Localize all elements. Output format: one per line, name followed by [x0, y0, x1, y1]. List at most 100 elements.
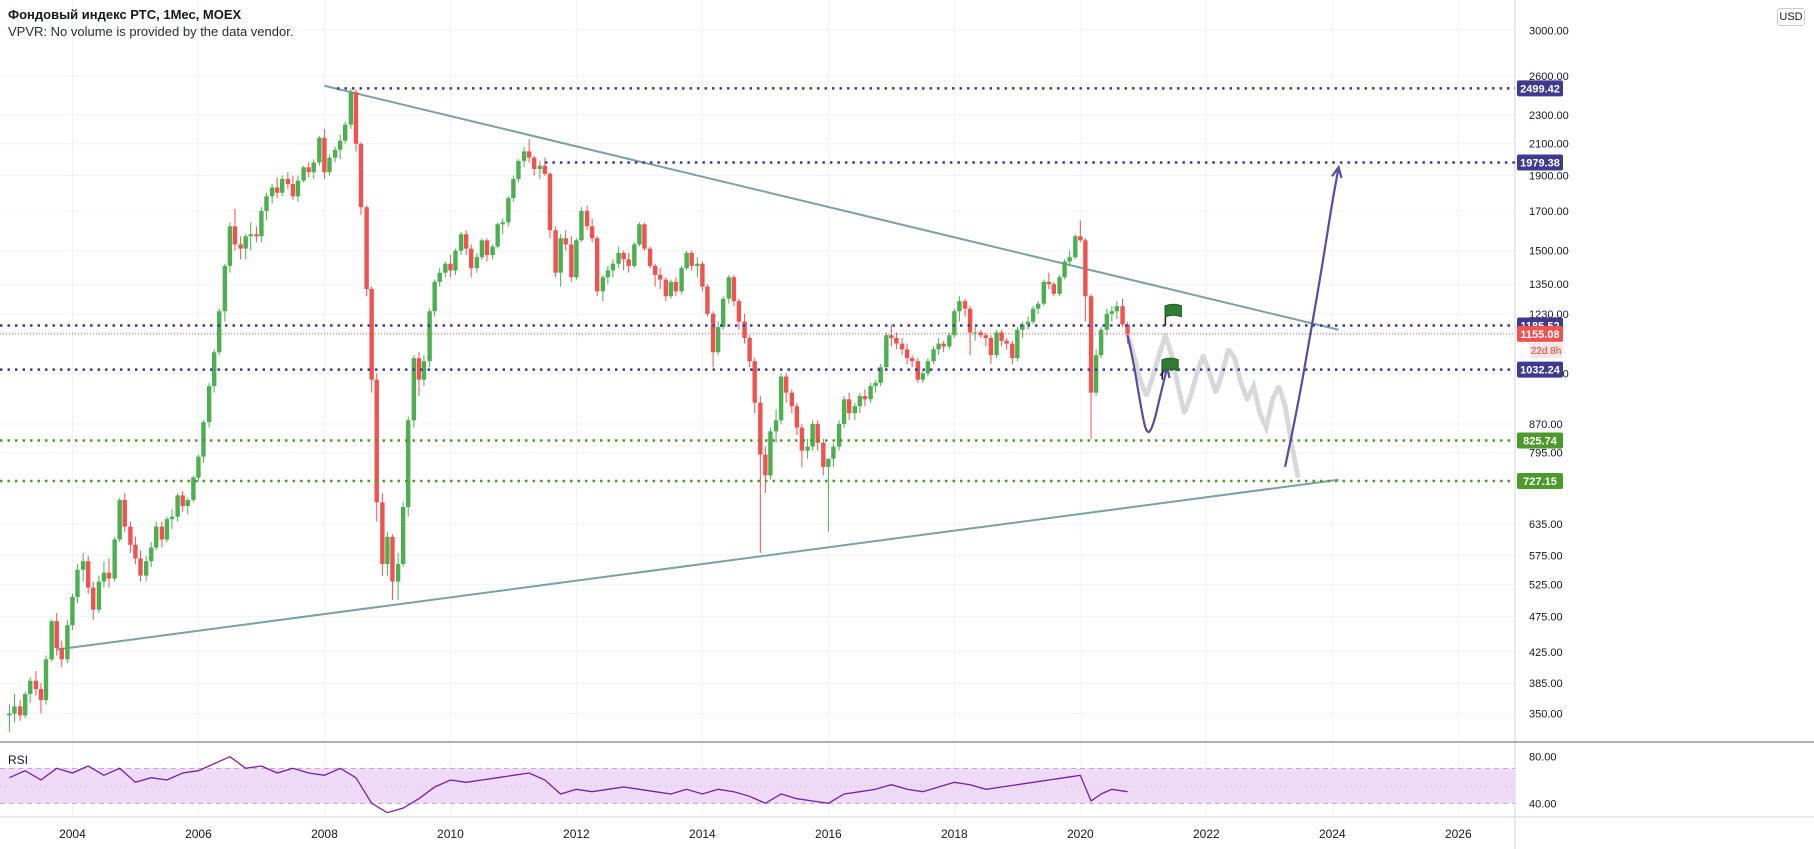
candle-body — [175, 495, 180, 517]
candle-body — [117, 499, 122, 540]
price-level-label: 727.15 — [1523, 476, 1557, 488]
candle-body — [75, 569, 80, 597]
candle-body — [290, 184, 296, 197]
candle-body — [390, 536, 395, 582]
candle-body — [490, 246, 495, 255]
candle-body — [500, 222, 505, 225]
candle-body — [841, 399, 847, 424]
y-tick-label: 795.00 — [1529, 448, 1563, 460]
rsi-band — [0, 768, 1515, 804]
candle-body — [878, 367, 883, 383]
y-tick-label: 350.00 — [1529, 709, 1563, 721]
candle-body — [542, 165, 548, 174]
candle-body — [600, 277, 606, 292]
y-tick-label: 635.00 — [1529, 519, 1563, 531]
candle-body — [752, 361, 757, 403]
candle-body — [574, 240, 579, 278]
candle-body — [295, 180, 301, 197]
currency-button[interactable]: USD — [1777, 8, 1805, 26]
candle-body — [274, 187, 280, 193]
candle-body — [443, 263, 448, 273]
candle-body — [380, 502, 385, 565]
candle-body — [1030, 308, 1036, 322]
candle-body — [789, 392, 795, 407]
price-level-label: 1979.38 — [1520, 158, 1560, 170]
candle-body — [112, 539, 117, 579]
candle-body — [988, 337, 994, 356]
candle-body — [637, 224, 642, 245]
y-tick-label: 3000.00 — [1529, 25, 1569, 37]
candle-body — [395, 564, 401, 582]
candle-body — [815, 423, 820, 443]
candle-body — [569, 244, 574, 278]
candle-body — [1004, 340, 1009, 344]
vpvr-notice: VPVR: No volume is provided by the data … — [8, 24, 294, 39]
candle-body — [385, 536, 390, 565]
candle-body — [301, 167, 306, 181]
x-tick-label: 2004 — [59, 827, 86, 841]
candle-body — [758, 402, 763, 455]
candle-body — [972, 332, 978, 334]
candle-body — [416, 358, 422, 380]
x-tick-label: 2018 — [941, 827, 968, 841]
candle-body — [411, 358, 417, 421]
candle-body — [1083, 240, 1088, 297]
candle-body — [332, 149, 338, 158]
candle-body — [148, 547, 154, 562]
candle-body — [673, 281, 679, 292]
candle-body — [180, 495, 185, 507]
candle-body — [589, 226, 595, 239]
candle-body — [185, 499, 190, 507]
candle-body — [632, 244, 637, 266]
candle-body — [531, 157, 537, 169]
candle-body — [715, 327, 721, 353]
candle-body — [49, 621, 54, 660]
candle-body — [191, 477, 196, 500]
x-tick-label: 2016 — [815, 827, 842, 841]
candle-body — [1104, 313, 1110, 330]
candle-body — [222, 265, 228, 312]
x-tick-label: 2010 — [437, 827, 464, 841]
candle-body — [70, 596, 75, 626]
candle-body — [43, 659, 49, 701]
candle-body — [353, 92, 359, 144]
candle-body — [164, 519, 170, 540]
candle-body — [448, 263, 453, 271]
candle-body — [59, 648, 64, 660]
projection-arrow — [1126, 334, 1169, 434]
y-tick-label: 1700.00 — [1529, 206, 1569, 218]
candle-body — [742, 321, 747, 338]
candle-body — [1046, 281, 1052, 285]
candle-body — [999, 332, 1004, 341]
candle-body — [579, 210, 584, 241]
candle-body — [642, 224, 647, 249]
candle-body — [1041, 281, 1047, 304]
candle-body — [563, 238, 568, 245]
candle-body — [705, 286, 710, 314]
candle-body — [106, 572, 112, 579]
candle-body — [506, 198, 511, 223]
y-tick-label: 1350.00 — [1529, 279, 1569, 291]
candle-body — [810, 423, 815, 447]
y-tick-label: 475.00 — [1529, 611, 1563, 623]
candle-body — [159, 526, 165, 540]
candle-body — [700, 263, 705, 287]
candle-body — [128, 526, 133, 545]
candle-body — [936, 343, 941, 350]
candle-body — [65, 625, 70, 660]
candle-body — [1109, 311, 1115, 314]
candle-body — [1093, 355, 1099, 393]
candle-body — [736, 301, 742, 322]
candle-body — [894, 337, 899, 344]
candle-body — [731, 277, 737, 302]
candle-body — [1062, 261, 1067, 278]
candle-body — [101, 572, 107, 582]
candle-body — [605, 270, 611, 278]
candle-body — [889, 335, 894, 338]
y-tick-label: 385.00 — [1529, 678, 1563, 690]
trendline — [56, 478, 1339, 651]
price-level-label: 1032.24 — [1520, 365, 1561, 377]
ghost-projection — [1125, 326, 1301, 478]
candle-body — [348, 92, 354, 125]
